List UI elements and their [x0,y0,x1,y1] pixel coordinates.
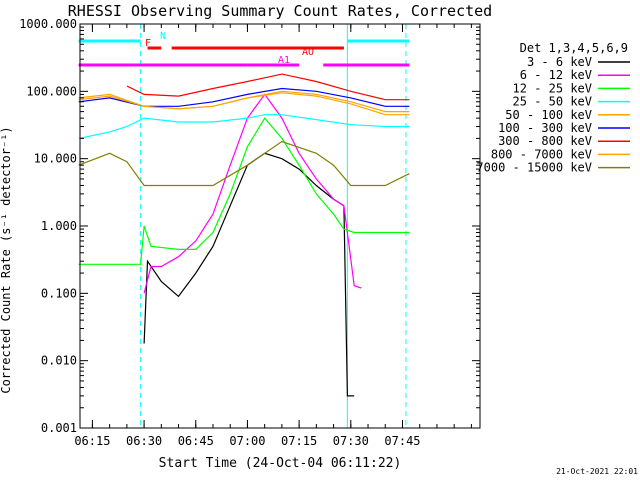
y-tick-label: 0.001 [41,421,77,435]
annotation-label: F [145,38,151,49]
annotation-label: A1 [278,55,290,66]
legend-entry-label: 50 - 100 keV [505,108,592,122]
legend-entry-label: 800 - 7000 keV [491,147,592,161]
y-tick-label: 0.100 [41,286,77,300]
series-line-4 [78,114,410,139]
series-line-2 [143,93,362,294]
legend-entry-label: 6 - 12 keV [520,68,592,82]
axes: 1000.000 100.000 10.000 1.000 0.100 0.010 0.00… [19,17,481,448]
y-axis-label: Corrected Count Rate (s⁻¹ detector⁻¹) [0,126,13,393]
series-line-9 [78,140,410,187]
x-axis-label: Start Time (24-Oct-04 06:11:22) [159,456,402,471]
x-tick-label: 07:15 [281,434,317,448]
series-layer [78,73,410,397]
legend-entry-label: 7000 - 15000 keV [476,161,592,175]
x-tick-label: 07:45 [384,434,420,448]
legend-entry-label: 12 - 25 keV [513,81,592,95]
x-tick-label: 06:45 [178,434,214,448]
legend-entry-label: 25 - 50 keV [513,95,592,109]
legend-entry-label: 3 - 6 keV [527,55,592,69]
y-tick-label: 100.000 [26,84,77,98]
annotation-label: N [160,31,166,42]
series-line-3 [78,117,410,265]
series-line-7 [126,73,410,101]
annotation-bars: NF AO A1 [78,31,410,67]
vertical-markers [140,24,407,428]
footer-timestamp: 21-Oct-2021 22:01 [556,467,638,476]
legend-title: Det 1,3,4,5,6,9 [520,41,628,55]
y-tick-label: 0.010 [41,354,77,368]
legend-entry-label: 300 - 800 keV [498,134,592,148]
x-tick-label: 07:00 [229,434,265,448]
y-tick-label: 1.000 [41,219,77,233]
x-tick-label: 06:15 [74,434,110,448]
y-tick-label: 1000.000 [19,17,77,31]
chart-title: RHESSI Observing Summary Count Rates, Co… [68,2,492,20]
annotation-label: AO [302,47,314,58]
legend-entry-label: 100 - 300 keV [498,121,592,135]
x-tick-label: 06:30 [126,434,162,448]
y-tick-label: 10.000 [34,152,77,166]
series-line-8 [78,92,410,116]
x-tick-label: 07:30 [333,434,369,448]
